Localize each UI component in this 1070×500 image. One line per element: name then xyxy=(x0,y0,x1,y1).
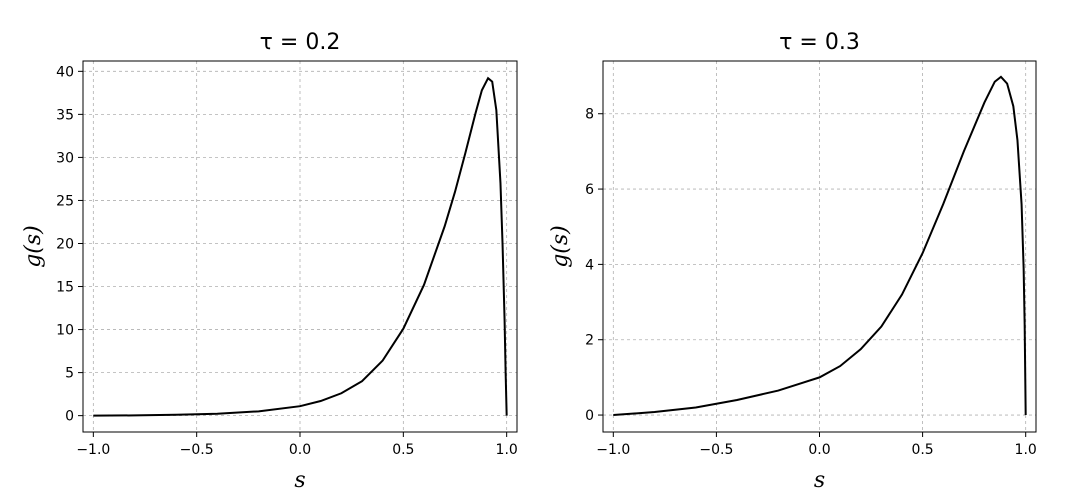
x-tick-label: 0.5 xyxy=(911,442,933,458)
x-tick-label: 0.0 xyxy=(808,442,830,458)
y-tick-label: 20 xyxy=(56,236,74,252)
y-tick-label: 0 xyxy=(585,408,594,424)
x-tick-label: 1.0 xyxy=(1015,442,1037,458)
y-axis-label: g(s) xyxy=(548,225,573,268)
subplot-tau-0-3: −1.0 −0.5 0.0 0.5 1.0 0 2 4 6 8 τ = 0.3 s g(s) xyxy=(548,30,1037,493)
y-tick-label: 8 xyxy=(585,107,594,123)
y-tick-label: 40 xyxy=(56,64,74,80)
x-tick-label: −0.5 xyxy=(699,442,733,458)
x-tick-label: 1.0 xyxy=(496,442,518,458)
x-axis-label: s xyxy=(814,468,825,493)
y-tick-label: 30 xyxy=(56,150,74,166)
chart-title: τ = 0.2 xyxy=(260,30,341,55)
chart-title: τ = 0.3 xyxy=(779,30,860,55)
y-tick-label: 35 xyxy=(56,107,74,123)
x-tick-label: −0.5 xyxy=(180,442,214,458)
series-line xyxy=(93,76,508,417)
x-tick-label: −1.0 xyxy=(596,442,630,458)
x-axis-label: s xyxy=(294,468,305,493)
y-tick-label: 10 xyxy=(56,323,74,339)
y-tick-label: 5 xyxy=(65,366,74,382)
y-tick-label: 0 xyxy=(65,409,74,425)
y-axis-label: g(s) xyxy=(21,225,46,268)
series-line xyxy=(613,75,1027,417)
x-tick-label: −1.0 xyxy=(76,442,110,458)
y-tick-label: 25 xyxy=(56,193,74,209)
y-tick-label: 4 xyxy=(585,257,594,273)
x-tick-label: 0.5 xyxy=(392,442,414,458)
y-tick-label: 2 xyxy=(585,333,594,349)
y-tick-label: 15 xyxy=(56,280,74,296)
subplot-tau-0-2: −1.0 −0.5 0.0 0.5 1.0 0 5 10 15 20 25 30 35 40 τ = 0.2… xyxy=(21,30,518,493)
x-tick-label: 0.0 xyxy=(289,442,311,458)
y-tick-label: 6 xyxy=(585,182,594,198)
